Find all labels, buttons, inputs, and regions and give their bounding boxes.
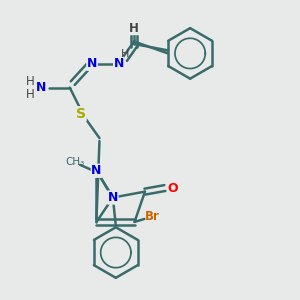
Text: methyl: methyl [72, 163, 76, 164]
Text: H: H [26, 74, 34, 88]
Text: H: H [129, 22, 139, 34]
Text: N: N [36, 81, 47, 94]
Text: CH₃: CH₃ [65, 158, 85, 167]
Text: N: N [114, 57, 124, 70]
Text: H: H [26, 88, 34, 100]
Text: N: N [108, 191, 118, 204]
Text: Br: Br [145, 210, 160, 223]
Text: H: H [121, 49, 129, 59]
Text: O: O [168, 182, 178, 194]
Text: N: N [91, 164, 102, 177]
Text: N: N [87, 57, 97, 70]
Text: S: S [76, 107, 86, 121]
